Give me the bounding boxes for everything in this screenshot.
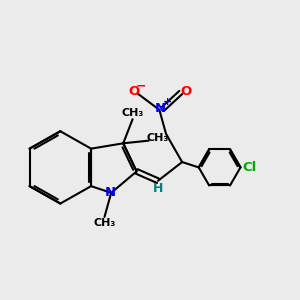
Text: CH₃: CH₃	[146, 134, 168, 143]
Text: N: N	[105, 186, 116, 199]
Text: Cl: Cl	[242, 161, 256, 174]
Text: O: O	[128, 85, 140, 98]
Text: CH₃: CH₃	[93, 218, 116, 228]
Text: N: N	[155, 102, 166, 115]
Text: H: H	[153, 182, 163, 195]
Text: +: +	[163, 98, 172, 107]
Text: CH₃: CH₃	[122, 107, 144, 118]
Text: −: −	[136, 79, 146, 92]
Text: O: O	[181, 85, 192, 98]
